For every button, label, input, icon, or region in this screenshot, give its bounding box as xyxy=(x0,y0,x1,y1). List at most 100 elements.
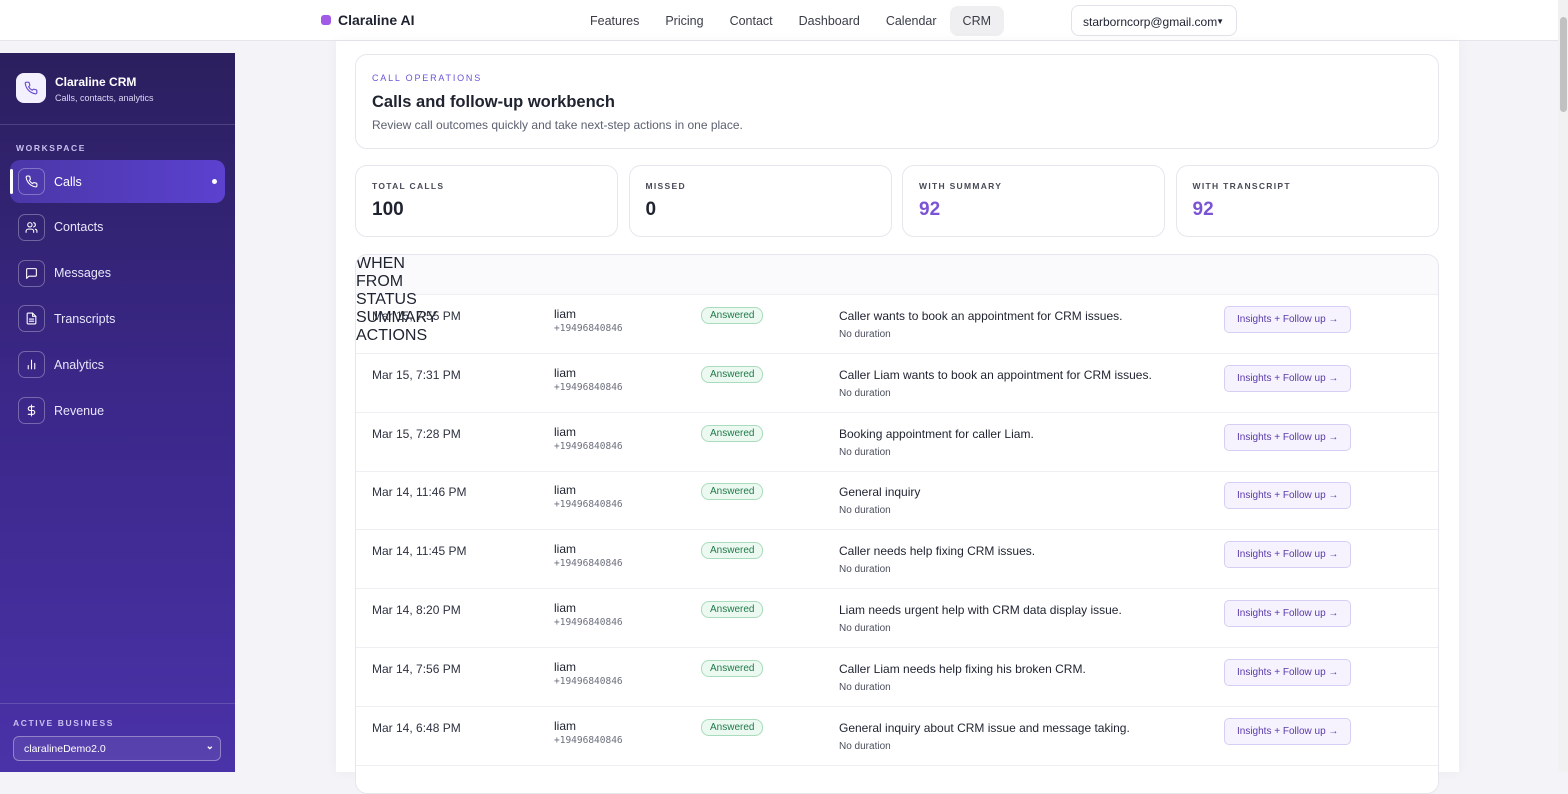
divider xyxy=(0,124,235,125)
sidebar: Claraline CRM Calls, contacts, analytics… xyxy=(0,53,235,772)
stat-label: WITH SUMMARY xyxy=(919,181,1003,191)
table-row: Mar 14, 7:56 PM liam +19496840846 Answered C… xyxy=(356,648,1438,707)
nav-label[interactable]: Contacts xyxy=(54,220,104,235)
nav-label[interactable]: Transcripts xyxy=(54,311,116,326)
caller-phone: +19496840846 xyxy=(554,617,623,628)
call-duration: No duration xyxy=(839,446,891,458)
scrollbar[interactable] xyxy=(1558,0,1568,772)
caller-phone: +19496840846 xyxy=(554,558,623,570)
stat-card: MISSED 0 xyxy=(628,165,892,237)
action-button[interactable]: Insights + Follow up → xyxy=(1224,600,1352,627)
nav-label[interactable]: Messages xyxy=(54,266,111,281)
stat-value: 92 xyxy=(919,199,941,220)
nav-label[interactable]: Revenue xyxy=(54,403,105,418)
caller-name: liam xyxy=(554,365,577,380)
business-name[interactable]: claralineDemo2.0 xyxy=(24,743,106,755)
call-duration: No duration xyxy=(839,623,891,634)
caller-phone: +19496840846 xyxy=(554,381,623,393)
action-button[interactable]: Insights + Follow up → xyxy=(1224,717,1352,745)
sidebar-subtitle: Calls, contacts, analytics xyxy=(55,93,154,103)
nav-link[interactable]: Dashboard xyxy=(798,14,860,28)
nav-icon xyxy=(18,397,45,424)
nav-link[interactable]: Calendar xyxy=(885,14,937,28)
stat-value: 0 xyxy=(645,199,657,220)
nav-item[interactable]: Revenue xyxy=(10,389,225,432)
table-row: Mar 15, 7:28 PM liam +19496840846 Answered B… xyxy=(356,413,1438,472)
call-duration: No duration xyxy=(839,740,891,752)
call-summary: Liam needs urgent help with CRM data dis… xyxy=(839,603,1122,617)
status-badge: Answered xyxy=(701,542,764,560)
call-summary: Caller Liam needs help fixing his broken… xyxy=(839,661,1086,676)
stat-value: 100 xyxy=(372,199,404,220)
nav-label[interactable]: Analytics xyxy=(54,357,105,372)
business-select[interactable]: claralineDemo2.0 ⌄ xyxy=(13,736,221,761)
table-row: Mar 15, 7:31 PM liam +19496840846 Answered C… xyxy=(356,354,1438,413)
call-summary: Caller wants to book an appointment for … xyxy=(839,309,1123,323)
caller-name: liam xyxy=(554,542,577,557)
call-duration: No duration xyxy=(839,564,891,576)
nav-link[interactable]: Pricing xyxy=(665,14,704,28)
brand-name[interactable]: Claraline AI xyxy=(338,12,415,28)
call-summary: General inquiry xyxy=(839,485,921,500)
stat-label: MISSED xyxy=(645,181,686,191)
action-button[interactable]: Insights + Follow up → xyxy=(1224,541,1352,569)
caller-phone: +19496840846 xyxy=(554,734,623,746)
action-button[interactable]: Insights + Follow up → xyxy=(1224,482,1352,510)
caller-name: liam xyxy=(554,718,577,733)
nav-item[interactable]: Messages xyxy=(10,252,225,295)
sidebar-title: Claraline CRM xyxy=(55,75,137,89)
nav-item[interactable]: Transcripts xyxy=(10,297,225,340)
action-button[interactable]: Insights + Follow up → xyxy=(1224,364,1352,392)
status-badge: Answered xyxy=(701,307,764,324)
column-header: FROM xyxy=(356,273,404,290)
action-button[interactable]: Insights + Follow up → xyxy=(1224,423,1352,451)
status-badge: Answered xyxy=(701,718,764,736)
table-row: Mar 14, 11:46 PM liam +19496840846 Answered… xyxy=(356,471,1438,531)
nav-icon xyxy=(18,305,45,333)
call-duration: No duration xyxy=(839,681,891,693)
caller-phone: +19496840846 xyxy=(554,499,623,511)
status-badge: Answered xyxy=(701,365,764,383)
nav-icon xyxy=(18,351,45,379)
page-title: Calls and follow-up workbench xyxy=(372,93,615,111)
logo xyxy=(16,73,46,103)
eyebrow: CALL OPERATIONS xyxy=(372,73,483,83)
nav-item[interactable]: Calls xyxy=(10,160,225,203)
nav-item[interactable]: Contacts xyxy=(10,206,225,249)
call-summary: Caller needs help fixing CRM issues. xyxy=(839,544,1036,559)
caller-name: liam xyxy=(554,601,577,615)
nav-link[interactable]: Contact xyxy=(729,14,773,28)
stat-card: TOTAL CALLS 100 xyxy=(355,165,618,237)
call-time: Mar 15, 7:31 PM xyxy=(372,367,461,382)
section-label: WORKSPACE xyxy=(16,143,86,153)
stat-label: WITH TRANSCRIPT xyxy=(1192,181,1291,191)
caller-phone: +19496840846 xyxy=(554,675,623,687)
column-header: STATUS xyxy=(356,291,417,308)
column-header: SUMMARY xyxy=(356,309,438,326)
account-email[interactable]: starborncorp@gmail.com xyxy=(1083,15,1218,29)
caller-phone: +19496840846 xyxy=(554,323,623,334)
caller-name: liam xyxy=(554,483,577,498)
call-time: Mar 14, 11:46 PM xyxy=(372,485,467,500)
action-button[interactable]: Insights + Follow up → xyxy=(1224,658,1352,686)
account-menu[interactable]: starborncorp@gmail.com ▼ xyxy=(1071,5,1237,36)
call-duration: No duration xyxy=(839,505,891,517)
call-summary: Caller Liam wants to book an appointment… xyxy=(839,367,1152,382)
nav-link[interactable]: CRM xyxy=(949,6,1005,36)
call-summary: Booking appointment for caller Liam. xyxy=(839,426,1034,441)
call-duration: No duration xyxy=(839,387,891,399)
brand[interactable]: Claraline AI xyxy=(321,12,415,28)
stat-card: WITH TRANSCRIPT 92 xyxy=(1175,165,1439,237)
nav-links: Features Pricing Contact Dashboard Calen… xyxy=(577,6,1005,36)
nav-item[interactable]: Analytics xyxy=(10,343,225,386)
header-card: CALL OPERATIONS Calls and follow-up work… xyxy=(355,54,1439,149)
call-time: Mar 15, 7:28 PM xyxy=(372,426,461,441)
stat-value: 92 xyxy=(1192,199,1214,220)
nav-link[interactable]: Features xyxy=(590,14,640,28)
action-button[interactable]: Insights + Follow up → xyxy=(1224,306,1352,333)
caller-name: liam xyxy=(554,659,577,674)
nav-label[interactable]: Calls xyxy=(54,174,82,189)
call-duration: No duration xyxy=(839,329,891,340)
table-row: Mar 14, 11:45 PM liam +19496840846 Answered… xyxy=(356,530,1438,590)
